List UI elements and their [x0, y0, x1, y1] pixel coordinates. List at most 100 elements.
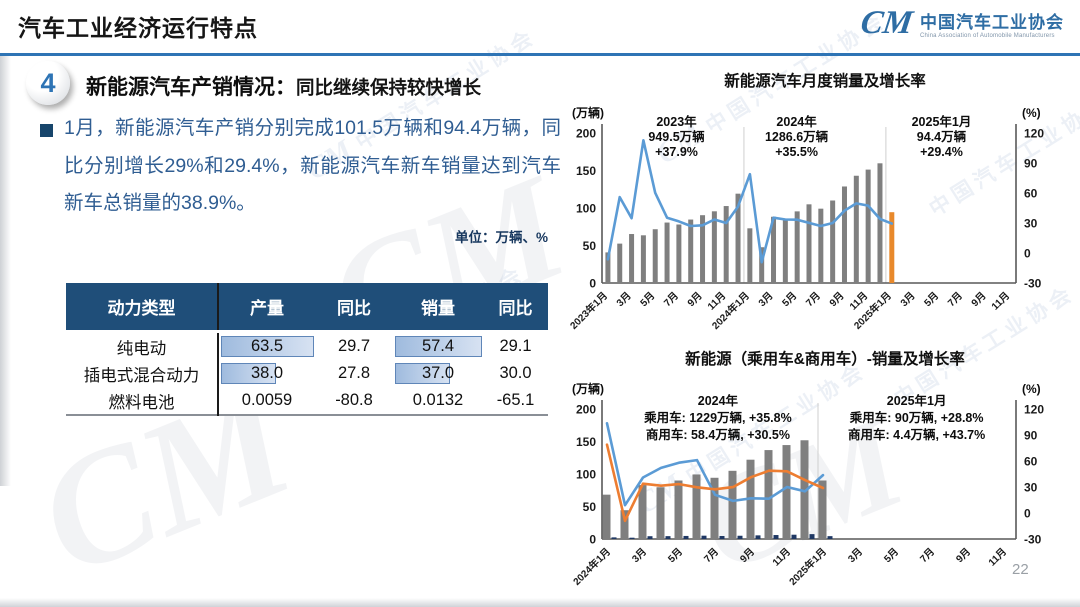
svg-text:(%): (%): [1022, 382, 1041, 396]
data-bar: [221, 336, 314, 357]
logo-subtitle: China Association of Automobile Manufact…: [920, 33, 1055, 39]
section-subtitle: 同比继续保持较快增长: [296, 77, 482, 98]
chart-title: 新能源（乘用车&商用车）-销量及增长率: [685, 351, 965, 368]
nev-table-wrap: 动力类型 产量 同比 销量 同比 纯电动 63.5 29.7 57.4 29.1…: [66, 283, 548, 416]
svg-text:5月: 5月: [882, 546, 901, 565]
svg-text:9月: 9月: [969, 290, 988, 309]
svg-text:9月: 9月: [954, 546, 973, 565]
svg-text:7月: 7月: [918, 546, 937, 565]
svg-text:9月: 9月: [827, 290, 846, 309]
svg-text:5月: 5月: [780, 290, 799, 309]
section-number-badge: 4: [26, 61, 70, 105]
svg-text:7月: 7月: [662, 290, 681, 309]
svg-text:-30: -30: [1024, 277, 1042, 291]
header-sales: 销量: [393, 283, 483, 332]
cell-sales-yoy: 29.1: [483, 331, 548, 360]
svg-text:200: 200: [576, 403, 596, 417]
page-title: 汽车工业经济运行特点: [18, 15, 258, 41]
svg-text:60: 60: [1024, 455, 1038, 469]
table-row: 纯电动 63.5 29.7 57.4 29.1: [66, 331, 548, 360]
svg-text:5月: 5月: [666, 546, 685, 565]
svg-text:乘用车: 1229万辆, +35.8%: 乘用车: 1229万辆, +35.8%: [643, 410, 792, 425]
svg-text:120: 120: [1024, 403, 1044, 417]
svg-text:(%): (%): [1022, 106, 1041, 120]
summary-paragraph: 1月，新能源汽车产销分别完成101.5万辆和94.4万辆，同比分别增长29%和2…: [64, 117, 561, 215]
cell-power-type: 纯电动: [66, 331, 219, 360]
cell-production: 63.5: [218, 331, 315, 360]
svg-text:2025年1月: 2025年1月: [786, 545, 829, 588]
svg-text:7月: 7月: [945, 290, 964, 309]
svg-text:2023年: 2023年: [656, 114, 697, 129]
svg-text:3月: 3月: [898, 290, 917, 309]
svg-text:+29.4%: +29.4%: [920, 145, 963, 159]
svg-text:30: 30: [1024, 481, 1038, 495]
svg-text:3月: 3月: [614, 290, 633, 309]
header-power-type: 动力类型: [66, 283, 219, 332]
chart-monthly-sales-growth: 新能源汽车月度销量及增长率 0 50 100 150 200 -30 0 30 60 90 120 (…: [567, 64, 1080, 344]
svg-text:30: 30: [1024, 217, 1038, 231]
cm-logo-icon: CM: [858, 5, 915, 41]
svg-text:(万辆): (万辆): [572, 105, 604, 120]
svg-text:商用车: 58.4万辆, +30.5%: 商用车: 58.4万辆, +30.5%: [646, 427, 790, 442]
svg-text:2025年1月: 2025年1月: [912, 114, 972, 129]
svg-text:+35.5%: +35.5%: [775, 145, 818, 159]
svg-text:(万辆): (万辆): [572, 381, 604, 396]
table-row: 燃料电池 0.0059 -80.8 0.0132 -65.1: [66, 387, 548, 415]
logo-name: 中国汽车工业协会: [920, 13, 1064, 32]
svg-text:0: 0: [589, 533, 596, 547]
svg-text:90: 90: [1024, 429, 1038, 443]
cell-power-type: 插电式混合动力: [66, 360, 219, 387]
svg-text:3月: 3月: [846, 546, 865, 565]
bullet-square-icon: [40, 124, 53, 137]
page-edge-shadow: [0, 56, 11, 486]
cell-sales: 37.0: [393, 360, 483, 387]
header-production: 产量: [218, 283, 315, 332]
svg-text:商用车: 4.4万辆, +43.7%: 商用车: 4.4万辆, +43.7%: [848, 427, 985, 442]
svg-text:11月: 11月: [989, 290, 1012, 313]
cell-power-type: 燃料电池: [66, 387, 219, 415]
svg-text:0: 0: [1024, 247, 1031, 261]
section-title: 新能源汽车产销情况：: [86, 76, 296, 99]
data-bar: [395, 363, 450, 384]
header-prod-yoy: 同比: [315, 283, 393, 332]
data-bar: [221, 363, 276, 384]
svg-text:3月: 3月: [756, 290, 775, 309]
cell-sales: 0.0132: [393, 387, 483, 415]
cell-sales-yoy: 30.0: [483, 360, 548, 387]
svg-text:94.4万辆: 94.4万辆: [917, 129, 967, 144]
svg-text:2024年1月: 2024年1月: [570, 545, 613, 588]
nev-production-sales-table: 动力类型 产量 同比 销量 同比 纯电动 63.5 29.7 57.4 29.1…: [66, 283, 548, 416]
svg-text:乘用车: 90万辆, +28.8%: 乘用车: 90万辆, +28.8%: [849, 410, 984, 425]
cell-production: 38.0: [218, 360, 315, 387]
svg-text:90: 90: [1024, 157, 1038, 171]
svg-text:100: 100: [576, 202, 596, 216]
data-bar: [395, 336, 482, 357]
svg-text:2024年: 2024年: [776, 114, 817, 129]
unit-note: 单位：万辆、%: [454, 230, 548, 245]
svg-text:120: 120: [1024, 127, 1044, 141]
table-row: 插电式混合动力 38.0 27.8 37.0 30.0: [66, 360, 548, 387]
table-header-row: 动力类型 产量 同比 销量 同比: [66, 283, 548, 332]
svg-text:150: 150: [576, 435, 596, 449]
svg-text:9月: 9月: [685, 290, 704, 309]
svg-text:0: 0: [1024, 507, 1031, 521]
svg-text:100: 100: [576, 468, 596, 482]
svg-text:7月: 7月: [702, 546, 721, 565]
svg-text:+37.9%: +37.9%: [655, 145, 698, 159]
chart-title: 新能源汽车月度销量及增长率: [724, 73, 926, 90]
page-number: 22: [1012, 561, 1029, 578]
cell-production: 0.0059: [218, 387, 315, 415]
svg-text:5月: 5月: [638, 290, 657, 309]
svg-text:50: 50: [583, 500, 597, 514]
cell-sales-yoy: -65.1: [483, 387, 548, 415]
cell-prod-yoy: -80.8: [315, 387, 393, 415]
svg-text:3月: 3月: [630, 546, 649, 565]
svg-text:1286.6万辆: 1286.6万辆: [765, 129, 829, 144]
pv-cv-sales-growth-chart: 0 50 100 150 200 -30 0 30 60 90 120 (万辆) (%) 2024年1月 3…: [570, 381, 1044, 588]
caam-logo: CM 中国汽车工业协会 China Association of Automob…: [858, 5, 1064, 41]
svg-text:11月: 11月: [986, 546, 1009, 569]
svg-text:5月: 5月: [922, 290, 941, 309]
svg-text:150: 150: [576, 164, 596, 178]
title-divider: [0, 53, 1080, 56]
